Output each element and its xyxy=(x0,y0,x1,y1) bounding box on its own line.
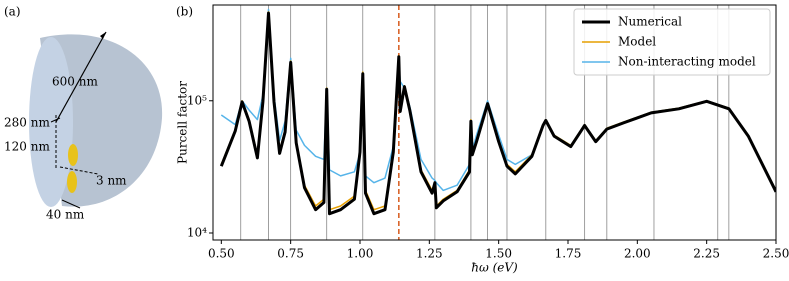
x-axis-label: ħω (eV) xyxy=(471,261,518,275)
dimension-label: 40 nm xyxy=(46,208,85,222)
dimension-label: 3 nm xyxy=(96,174,127,188)
dimension-label: 600 nm xyxy=(52,75,98,89)
gap-line xyxy=(59,166,99,175)
x-tick-label: 2.50 xyxy=(763,247,789,261)
y-tick-label: 10⁴ xyxy=(187,225,207,239)
y-axis-label: Purcell factor xyxy=(176,81,190,164)
legend-label: Non-interacting model xyxy=(618,55,756,69)
legend-box xyxy=(573,8,771,76)
nanorod xyxy=(67,171,77,193)
legend-label: Numerical xyxy=(618,15,682,29)
x-tick-label: 1.00 xyxy=(347,247,374,261)
x-tick-label: 0.75 xyxy=(277,247,304,261)
legend-label: Model xyxy=(618,35,656,49)
panel-label: (a) xyxy=(4,5,21,19)
dimension-label: 120 nm xyxy=(4,140,50,154)
series-line xyxy=(219,11,776,216)
radius-arrow xyxy=(55,31,107,123)
panel-label: (b) xyxy=(176,5,193,19)
x-tick-label: 1.75 xyxy=(555,247,582,261)
x-tick-label: 1.25 xyxy=(416,247,443,261)
x-tick-label: 2.25 xyxy=(693,247,720,261)
x-tick-label: 2.00 xyxy=(624,247,651,261)
x-tick-label: 0.50 xyxy=(208,247,235,261)
y-tick-label: 10⁵ xyxy=(187,93,207,107)
width-line xyxy=(61,199,81,209)
nanorod xyxy=(68,144,78,166)
dimension-label: 280 nm xyxy=(4,116,50,130)
arrow-head xyxy=(100,32,106,39)
x-tick-label: 1.50 xyxy=(485,247,512,261)
diagram: (a) 600 nm 280 nm 120 nm 3 nm 40 nm xyxy=(4,5,163,222)
plot-frame xyxy=(212,4,777,241)
